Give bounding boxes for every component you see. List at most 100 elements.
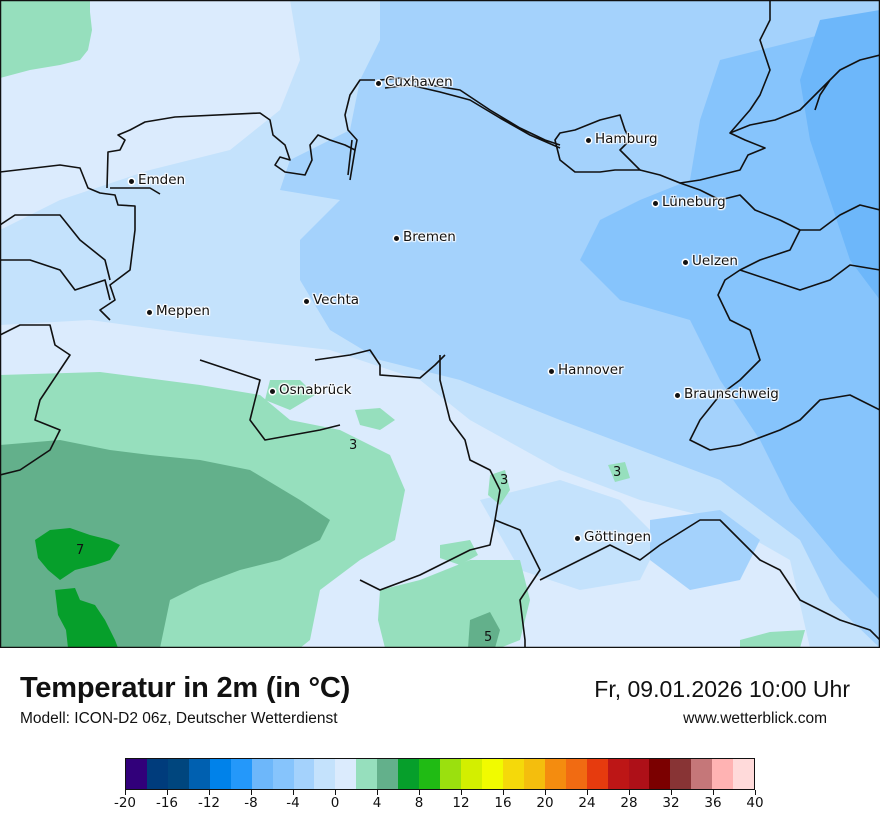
city-label: Göttingen: [575, 529, 651, 545]
city-name: Emden: [138, 172, 186, 188]
city-marker-icon: [675, 392, 680, 398]
map-canvas: [0, 0, 880, 648]
city-marker-icon: [376, 80, 381, 86]
contour-value-label: 7: [76, 543, 85, 558]
contour-value-label: 3: [500, 473, 509, 488]
colorbar-segment: [649, 759, 671, 789]
city-label: Braunschweig: [675, 386, 779, 402]
model-subtitle: Modell: ICON-D2 06z, Deutscher Wetterdie…: [20, 710, 338, 727]
colorbar-segment: [712, 759, 734, 789]
city-label: Bremen: [394, 229, 456, 245]
contour-value-label: 3: [349, 438, 358, 453]
tick-mark: [545, 790, 546, 795]
tick-label: 40: [746, 795, 764, 811]
tick-mark: [167, 790, 168, 795]
tick-label: 4: [372, 795, 382, 811]
tick-mark: [503, 790, 504, 795]
city-name: Braunschweig: [684, 386, 779, 402]
temperature-colorbar: [125, 758, 755, 790]
colorbar-segment: [440, 759, 461, 789]
website-credit: www.wetterblick.com: [683, 710, 827, 727]
tick-mark: [335, 790, 336, 795]
colorbar-segment: [523, 759, 545, 789]
tick-mark: [293, 790, 294, 795]
tick-mark: [125, 790, 126, 795]
colorbar-segment: [356, 759, 378, 789]
city-label: Lüneburg: [653, 194, 726, 210]
temperature-map: Cuxhaven Hamburg Emden Lüneburg Bremen Uelzen…: [0, 0, 880, 648]
tick-label: -12: [197, 795, 221, 811]
tick-mark: [629, 790, 630, 795]
city-label: Hannover: [549, 362, 624, 378]
city-marker-icon: [129, 178, 134, 184]
colorbar-segment: [607, 759, 629, 789]
tick-mark: [713, 790, 714, 795]
city-name: Uelzen: [692, 253, 738, 269]
tick-label: 16: [494, 795, 512, 811]
city-marker-icon: [549, 368, 554, 374]
tick-label: 0: [330, 795, 340, 811]
city-name: Cuxhaven: [385, 74, 453, 90]
city-name: Hannover: [558, 362, 624, 378]
colorbar-segment: [461, 759, 482, 789]
colorbar-segment: [691, 759, 713, 789]
colorbar-segment: [230, 759, 252, 789]
city-label: Uelzen: [683, 253, 738, 269]
city-label: Vechta: [304, 292, 359, 308]
tick-label: 12: [452, 795, 470, 811]
colorbar-segment: [251, 759, 273, 789]
map-title: Temperatur in 2m (in °C): [20, 672, 351, 704]
city-marker-icon: [653, 200, 658, 206]
colorbar-segment: [293, 759, 315, 789]
colorbar-segment: [314, 759, 336, 789]
colorbar-segment: [481, 759, 503, 789]
colorbar-segment: [188, 759, 210, 789]
city-name: Osnabrück: [279, 382, 352, 398]
tick-mark: [587, 790, 588, 795]
city-label: Hamburg: [586, 131, 658, 147]
tick-mark: [251, 790, 252, 795]
colorbar-segment: [167, 759, 189, 789]
colorbar-segment: [146, 759, 168, 789]
colorbar-segment: [586, 759, 608, 789]
tick-label: 20: [536, 795, 554, 811]
tick-mark: [209, 790, 210, 795]
city-label: Emden: [129, 172, 185, 188]
city-marker-icon: [270, 388, 275, 394]
colorbar-segment: [126, 759, 147, 789]
tick-label: 32: [662, 795, 680, 811]
city-name: Bremen: [403, 229, 456, 245]
tick-label: 28: [620, 795, 638, 811]
colorbar-segment: [398, 759, 420, 789]
tick-label: 24: [578, 795, 596, 811]
city-name: Lüneburg: [662, 194, 726, 210]
city-label: Meppen: [147, 303, 210, 319]
valid-datetime: Fr, 09.01.2026 10:00 Uhr: [594, 676, 850, 702]
city-name: Meppen: [156, 303, 210, 319]
city-label: Osnabrück: [270, 382, 351, 398]
tick-mark: [755, 790, 756, 795]
city-marker-icon: [304, 298, 309, 304]
tick-label: -16: [155, 795, 179, 811]
colorbar-segment: [502, 759, 524, 789]
tick-label: 8: [414, 795, 424, 811]
city-marker-icon: [575, 535, 580, 541]
colorbar-segment: [565, 759, 587, 789]
colorbar-segment: [544, 759, 566, 789]
colorbar-ticks: -20 -16 -12 -8 -4 0 4 8 12 16 20 24 28 32 36 40: [114, 790, 764, 820]
colorbar-segment: [628, 759, 650, 789]
city-marker-icon: [394, 235, 399, 241]
colorbar-segment: [272, 759, 294, 789]
city-name: Hamburg: [595, 131, 658, 147]
city-name: Vechta: [313, 292, 360, 308]
colorbar-segment: [335, 759, 357, 789]
city-name: Göttingen: [584, 529, 652, 545]
colorbar-segment: [377, 759, 399, 789]
tick-label: -8: [244, 795, 258, 811]
contour-value-label: 5: [484, 630, 493, 645]
tick-mark: [377, 790, 378, 795]
tick-label: -20: [113, 795, 137, 811]
tick-label: 36: [704, 795, 722, 811]
city-label: Cuxhaven: [376, 74, 453, 90]
city-marker-icon: [147, 309, 152, 315]
